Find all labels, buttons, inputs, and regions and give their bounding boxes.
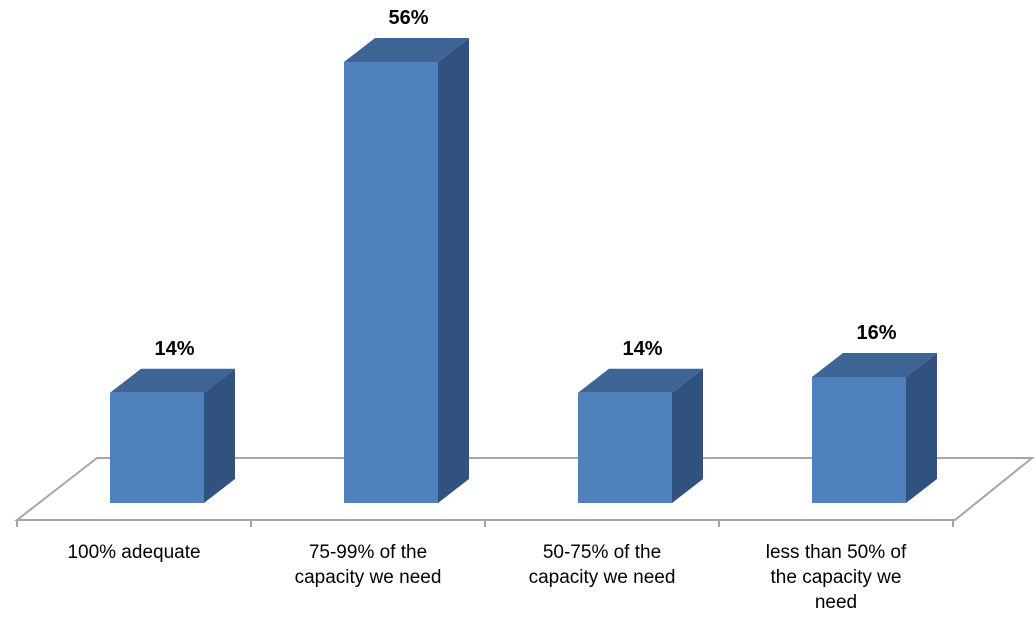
bar-front	[110, 392, 204, 503]
category-label-line: the capacity we	[771, 567, 902, 588]
data-label: 14%	[154, 338, 194, 360]
category-label-line: need	[815, 592, 857, 613]
category-label-line: 50-75% of the	[543, 542, 661, 563]
category-label: 75-99% of the capacity we need	[295, 542, 442, 588]
bar-front	[344, 62, 438, 503]
bar-side	[204, 368, 235, 503]
category-label-line: 100% adequate	[67, 542, 200, 563]
data-label: 14%	[622, 338, 662, 360]
bar	[578, 368, 703, 503]
bar-side	[438, 38, 469, 503]
bar-top	[344, 38, 469, 62]
category-label-line: 75-99% of the	[309, 542, 427, 563]
floor-plane	[14, 457, 1035, 521]
bar-top	[812, 353, 937, 377]
data-label: 56%	[388, 7, 428, 29]
bar-side	[672, 368, 703, 503]
category-label: less than 50% of the capacity we need	[766, 542, 907, 613]
bar	[812, 353, 937, 503]
category-label-line: capacity we need	[295, 567, 442, 588]
bar-side	[906, 353, 937, 503]
category-label: 50-75% of the capacity we need	[529, 542, 676, 588]
category-label: 100% adequate	[67, 542, 200, 563]
bar	[110, 368, 235, 503]
category-label-line: less than 50% of	[766, 542, 907, 563]
bar	[344, 38, 469, 503]
bar-top	[110, 368, 235, 393]
bar-front	[812, 377, 906, 503]
bar-top	[578, 368, 703, 393]
bar-front	[578, 392, 672, 503]
category-label-line: capacity we need	[529, 567, 676, 588]
data-label: 16%	[856, 322, 896, 344]
